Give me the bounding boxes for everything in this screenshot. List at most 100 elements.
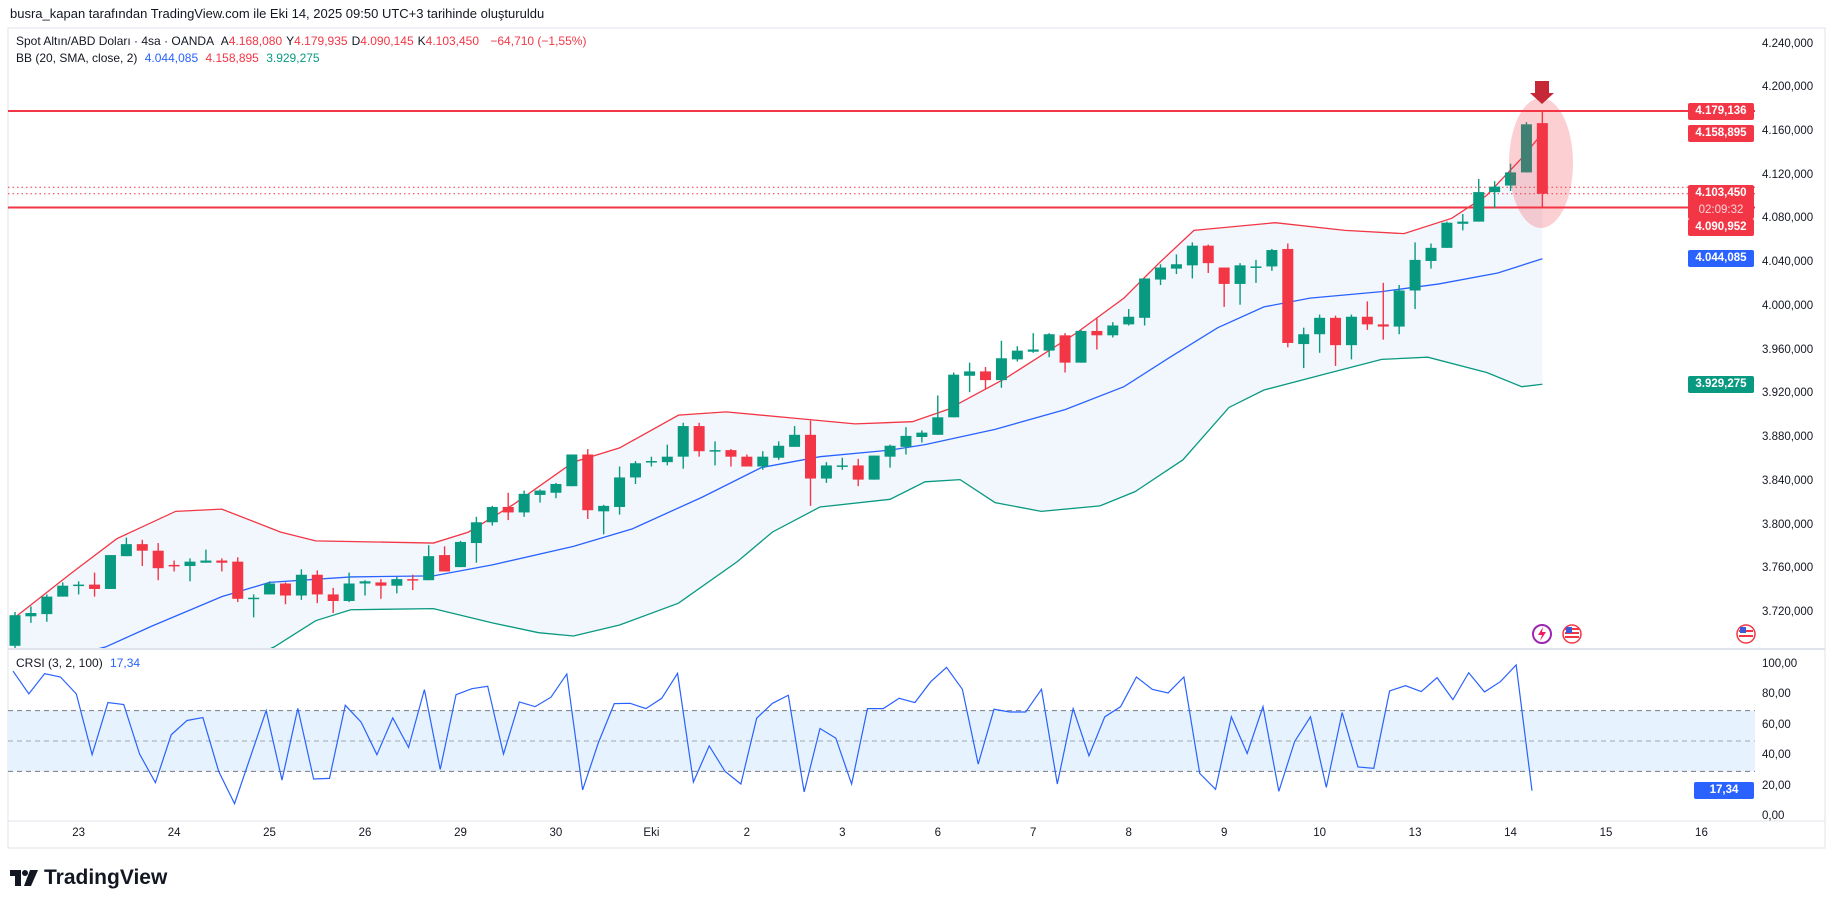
candle[interactable] (232, 557, 244, 603)
candle[interactable] (964, 362, 976, 393)
candle[interactable] (9, 611, 21, 648)
candle[interactable] (916, 430, 928, 443)
lightning-event-icon[interactable] (1532, 624, 1552, 644)
candle[interactable] (1393, 285, 1405, 335)
bb-legend[interactable]: BB (20, SMA, close, 2) 4.044,085 4.158,8… (16, 51, 324, 65)
candle[interactable] (980, 367, 992, 389)
candle[interactable] (73, 581, 85, 595)
candle[interactable] (454, 540, 466, 568)
candle[interactable] (789, 426, 801, 447)
candle[interactable] (104, 555, 116, 589)
candle[interactable] (757, 451, 769, 470)
candle[interactable] (1314, 314, 1326, 353)
us-flag-event-icon[interactable] (1562, 624, 1582, 644)
candle[interactable] (89, 572, 101, 597)
candle[interactable] (264, 581, 276, 595)
candle[interactable] (1027, 333, 1039, 353)
candle[interactable] (1075, 329, 1087, 363)
candle[interactable] (1377, 282, 1389, 340)
candle[interactable] (1505, 163, 1517, 192)
crsi-pane[interactable] (8, 663, 1755, 806)
candle[interactable] (1282, 243, 1294, 348)
candle[interactable] (1409, 242, 1421, 310)
candle[interactable] (279, 582, 291, 605)
candle[interactable] (391, 576, 403, 594)
candle[interactable] (1155, 264, 1167, 286)
candle[interactable] (1186, 242, 1198, 279)
us-flag-event-icon[interactable] (1736, 624, 1756, 644)
candle[interactable] (152, 543, 164, 581)
candle[interactable] (995, 340, 1007, 388)
candle[interactable] (836, 457, 848, 470)
candle[interactable] (1345, 314, 1357, 360)
candle[interactable] (1250, 259, 1262, 283)
candle[interactable] (1107, 322, 1119, 338)
candle[interactable] (248, 594, 260, 618)
candle[interactable] (677, 422, 689, 469)
symbol-legend[interactable]: Spot Altın/ABD Doları · 4sa · OANDA A4.1… (16, 34, 590, 48)
candle[interactable] (359, 580, 371, 596)
candle[interactable] (216, 558, 228, 572)
candle[interactable] (1520, 122, 1532, 173)
candle[interactable] (407, 574, 419, 591)
candle[interactable] (57, 582, 69, 597)
candle[interactable] (1536, 110, 1548, 209)
candle[interactable] (1457, 213, 1469, 231)
candle[interactable] (725, 449, 737, 467)
candle[interactable] (41, 594, 53, 622)
candle[interactable] (661, 444, 673, 466)
highlight-ellipse[interactable] (1509, 98, 1573, 228)
candle[interactable] (343, 572, 355, 603)
candle[interactable] (1170, 254, 1182, 275)
candle[interactable] (136, 539, 148, 567)
candle[interactable] (1043, 333, 1055, 358)
candle[interactable] (439, 546, 451, 572)
candle[interactable] (423, 545, 435, 581)
tradingview-logo[interactable]: TradingView (10, 866, 167, 890)
candle[interactable] (1473, 178, 1485, 222)
candle[interactable] (534, 489, 546, 503)
candle[interactable] (693, 422, 705, 457)
candle[interactable] (805, 420, 816, 506)
candle[interactable] (1059, 333, 1071, 373)
candle[interactable] (486, 505, 498, 526)
candle[interactable] (1011, 346, 1023, 362)
candle[interactable] (1330, 315, 1342, 366)
candle[interactable] (120, 537, 132, 557)
candle[interactable] (184, 558, 196, 582)
candle[interactable] (25, 606, 37, 623)
candle[interactable] (518, 490, 530, 517)
candle[interactable] (773, 441, 785, 460)
candle[interactable] (550, 482, 562, 499)
candle[interactable] (1202, 244, 1214, 273)
candle[interactable] (1425, 243, 1437, 269)
candle[interactable] (200, 549, 212, 563)
down-arrow-icon[interactable] (1530, 81, 1554, 104)
candle[interactable] (645, 456, 657, 467)
candle[interactable] (1123, 309, 1135, 326)
candle[interactable] (1266, 248, 1278, 271)
candle[interactable] (932, 395, 944, 435)
candle[interactable] (311, 570, 323, 604)
candle[interactable] (1361, 301, 1373, 330)
candle[interactable] (884, 444, 896, 468)
candle[interactable] (598, 504, 610, 535)
candle[interactable] (375, 579, 387, 599)
candle[interactable] (327, 587, 339, 614)
candle[interactable] (566, 454, 578, 487)
candle[interactable] (1218, 267, 1230, 307)
candle[interactable] (502, 492, 514, 521)
main-pane[interactable] (8, 110, 1755, 744)
candle[interactable] (1298, 327, 1310, 369)
candle[interactable] (948, 372, 960, 418)
candle[interactable] (868, 455, 880, 480)
crsi-legend[interactable]: CRSI (3, 2, 100) 17,34 (16, 656, 140, 670)
candle[interactable] (1489, 181, 1501, 209)
candle[interactable] (820, 462, 832, 483)
candle[interactable] (295, 569, 307, 600)
candle[interactable] (470, 516, 482, 563)
candle[interactable] (1091, 317, 1103, 350)
candle[interactable] (852, 458, 864, 487)
candle[interactable] (1234, 263, 1246, 305)
